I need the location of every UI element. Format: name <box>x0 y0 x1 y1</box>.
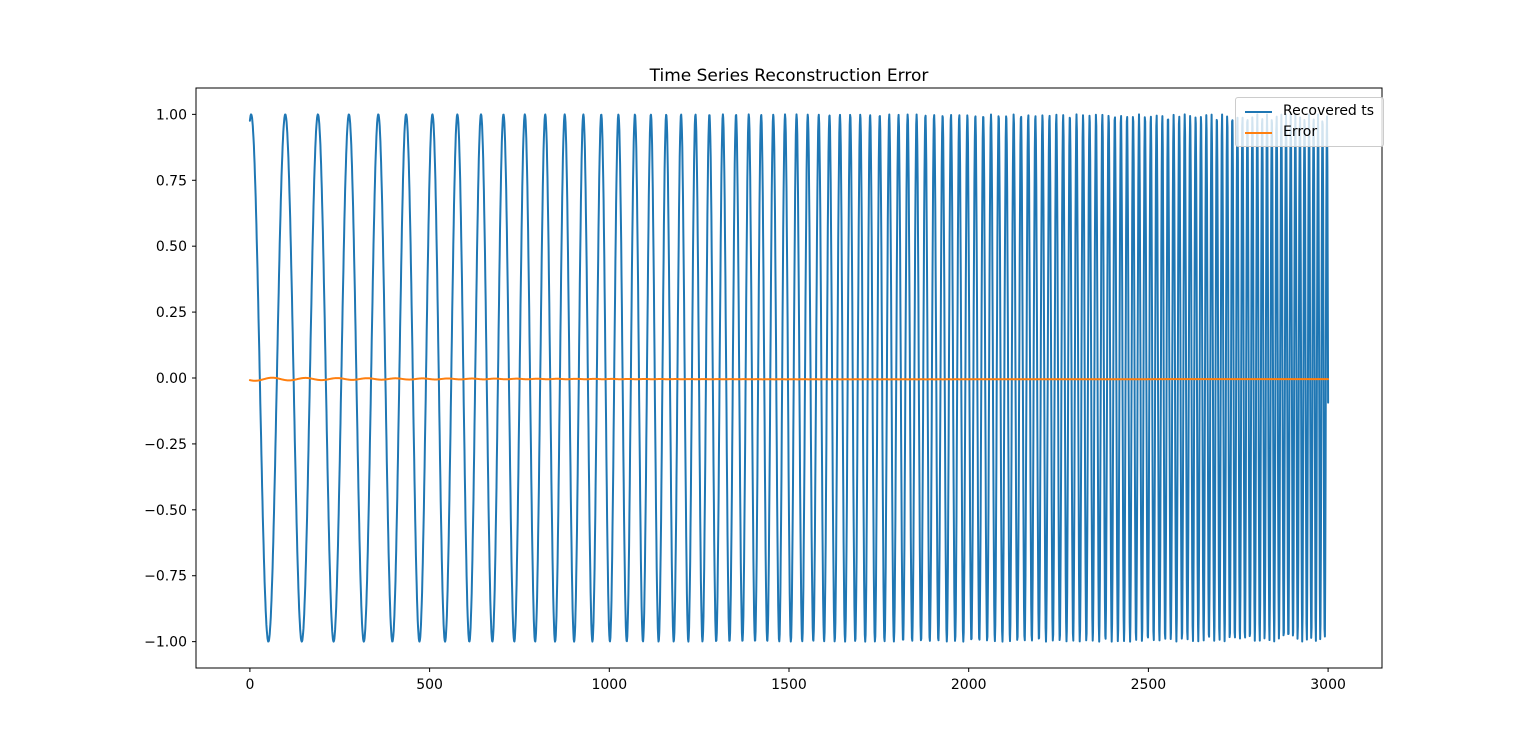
series-line-recovered-ts <box>248 113 1330 643</box>
legend-line-sample-error <box>1245 131 1272 134</box>
y-tick-label: −0.50 <box>144 503 187 519</box>
y-tick-label: −1.00 <box>144 635 187 651</box>
plot-area <box>248 113 1330 643</box>
x-tick-label: 1500 <box>771 677 807 693</box>
y-axis: 1.00 0.75 0.50 0.25 0.00 −0.25 −0.50 −0.75 −1.00 <box>144 107 196 651</box>
legend-label-recovered-ts: Recovered ts <box>1283 103 1375 119</box>
y-tick-label: 1.00 <box>156 107 187 123</box>
chart-title: Time Series Reconstruction Error <box>649 66 929 86</box>
y-tick-label: −0.75 <box>144 569 187 585</box>
x-tick-label: 3000 <box>1310 677 1346 693</box>
x-axis: 0 500 1000 1500 2000 2500 3000 <box>245 668 1346 693</box>
y-tick-label: 0.75 <box>156 173 187 189</box>
x-tick-label: 2500 <box>1131 677 1167 693</box>
legend-label-error: Error <box>1283 124 1318 140</box>
x-tick-label: 1000 <box>591 677 627 693</box>
series-line-error <box>248 376 1330 382</box>
x-tick-label: 500 <box>416 677 443 693</box>
legend-line-sample-recovered-ts <box>1245 110 1272 113</box>
x-tick-label: 0 <box>245 677 254 693</box>
x-tick-label: 2000 <box>951 677 987 693</box>
y-tick-label: −0.25 <box>144 437 187 453</box>
y-tick-label: 0.00 <box>156 371 187 387</box>
legend: Recovered ts Error <box>1235 97 1385 147</box>
y-tick-label: 0.25 <box>156 305 187 321</box>
legend-entry-recovered-ts: Recovered ts <box>1245 101 1374 122</box>
legend-entry-error: Error <box>1245 122 1374 143</box>
y-tick-label: 0.50 <box>156 239 187 255</box>
